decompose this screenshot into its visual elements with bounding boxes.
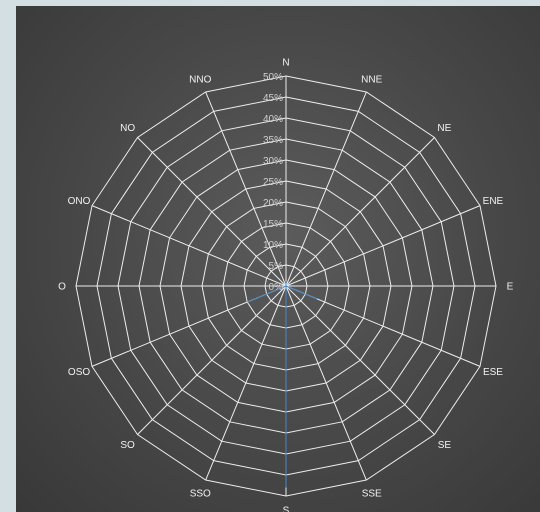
direction-label: NNO (189, 75, 211, 86)
direction-label: OSO (68, 367, 90, 378)
grid-spoke (285, 205, 481, 287)
wind-rose-chart: N NNE NE ENE E ESE SE SSE S SSO SO OSO O ONO NO NNO 0% 5%… (58, 58, 514, 512)
tick-label: 10% (263, 240, 283, 251)
radar-grid (75, 75, 497, 497)
direction-label: NO (120, 123, 135, 134)
grid-spoke (285, 285, 481, 367)
tick-label: 15% (263, 219, 283, 230)
direction-label: E (507, 282, 514, 293)
direction-label: ESE (483, 367, 503, 378)
grid-spoke (137, 137, 287, 287)
direction-label: ENE (483, 196, 504, 207)
radar-labels: N NNE NE ENE E ESE SE SSE S SSO SO OSO O ONO NO NNO 0% 5%… (58, 58, 514, 512)
grid-spoke (205, 91, 287, 287)
tick-label: 35% (263, 135, 283, 146)
grid-spoke (205, 285, 287, 481)
grid-spoke (285, 137, 435, 287)
direction-label: SE (438, 440, 452, 451)
direction-label: ONO (68, 196, 91, 207)
tick-label: 30% (263, 156, 283, 167)
radar-series (247, 281, 318, 488)
direction-label: N (282, 58, 289, 69)
tick-label: 0% (269, 282, 284, 293)
series-area (247, 281, 318, 488)
tick-label: 50% (263, 72, 283, 83)
direction-label: SSO (190, 488, 211, 499)
tick-label: 45% (263, 93, 283, 104)
grid-spoke (285, 91, 367, 287)
tick-label: 20% (263, 198, 283, 209)
tick-label: 40% (263, 114, 283, 125)
tick-label: 5% (269, 261, 284, 272)
grid-spoke (137, 285, 287, 435)
direction-label: SO (120, 440, 135, 451)
grid-spoke (285, 285, 435, 435)
chart-area: N NNE NE ENE E ESE SE SSE S SSO SO OSO O ONO NO NNO 0% 5%… (16, 6, 540, 512)
direction-label: SSE (362, 488, 382, 499)
tick-label: 25% (263, 177, 283, 188)
direction-label: O (58, 282, 66, 293)
grid-spoke (285, 285, 367, 481)
grid-spoke (91, 205, 287, 287)
direction-label: NNE (361, 75, 382, 86)
direction-label: NE (437, 123, 451, 134)
direction-label: S (283, 506, 290, 512)
